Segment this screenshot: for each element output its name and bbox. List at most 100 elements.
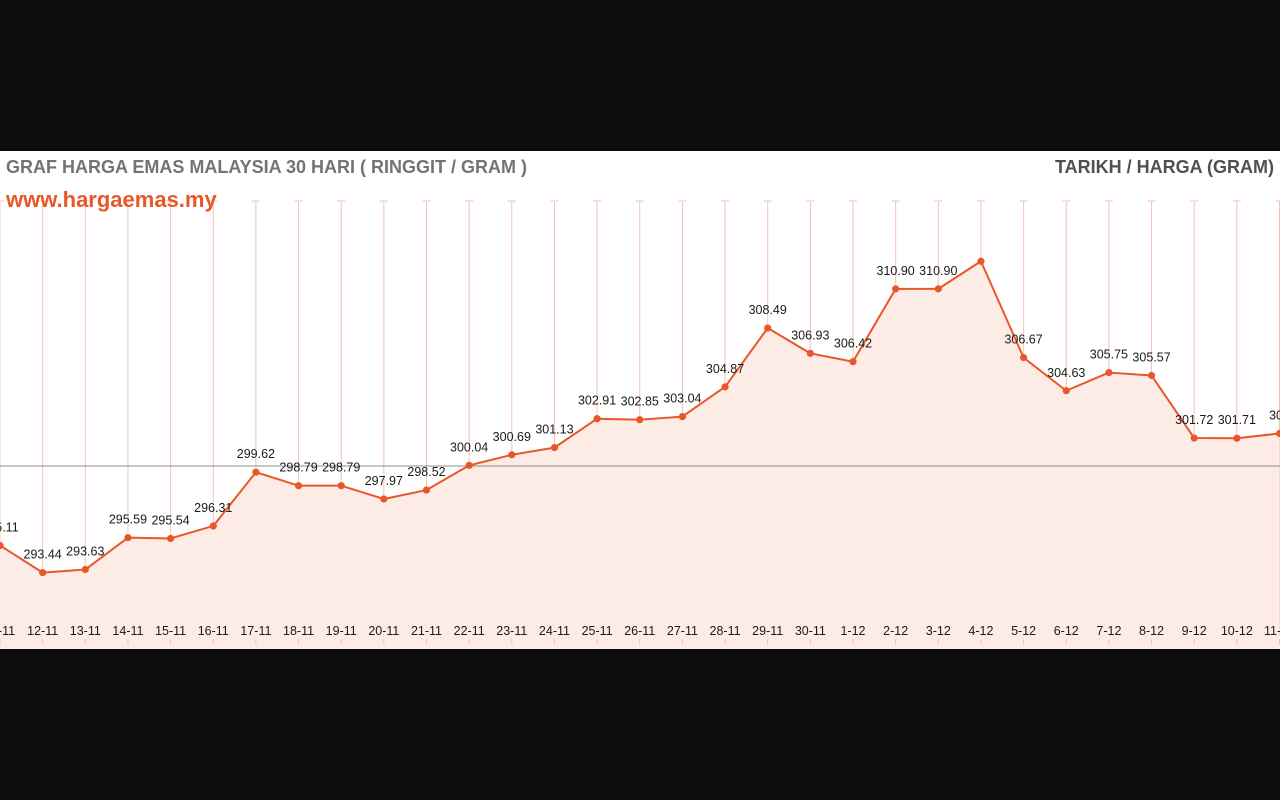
value-label-2-12: 310.90 — [877, 264, 915, 278]
value-label-27-11: 303.04 — [663, 392, 701, 406]
x-tick-12-11: 12-11 — [27, 624, 58, 638]
value-label-10-12: 301.71 — [1218, 413, 1256, 427]
x-tick-1-12: 1-12 — [840, 624, 865, 638]
area-fill — [0, 261, 1280, 649]
value-label-22-11: 300.04 — [450, 440, 488, 454]
value-label-3-12: 310.90 — [919, 264, 957, 278]
value-label-28-11: 304.87 — [706, 362, 744, 376]
x-tick-14-11: 14-11 — [112, 624, 143, 638]
value-label-14-11: 295.59 — [109, 513, 147, 527]
line-chart: 295.11 293.44 293.63 295.59 295.54 296.31 299.… — [0, 200, 1280, 649]
data-point-1-12 — [849, 358, 857, 366]
x-tick-11-11: 11-11 — [0, 624, 15, 638]
x-tick-22-11: 22-11 — [454, 624, 485, 638]
data-point-18-11 — [294, 482, 303, 490]
data-point-21-11 — [422, 486, 431, 494]
data-point-8-12 — [1147, 371, 1156, 380]
x-tick-17-11: 17-11 — [240, 624, 271, 638]
x-tick-13-11: 13-11 — [70, 624, 101, 638]
data-point-19-11 — [337, 482, 345, 490]
website-link[interactable]: www.hargaemas.my — [6, 187, 217, 212]
value-label-6-12: 304.63 — [1047, 366, 1085, 380]
data-point-7-12 — [1105, 368, 1113, 377]
value-label-1-12: 306.42 — [834, 337, 872, 351]
value-label-30-11: 306.93 — [791, 328, 829, 342]
value-label-21-11: 298.52 — [407, 465, 445, 479]
data-point-24-11 — [550, 444, 559, 452]
data-point-9-12 — [1190, 434, 1198, 442]
data-point-22-11 — [465, 461, 473, 469]
x-tick-8-12: 8-12 — [1139, 624, 1164, 638]
x-tick-15-11: 15-11 — [155, 624, 186, 638]
value-label-24-11: 301.13 — [535, 423, 573, 437]
chart-title: GRAF HARGA EMAS MALAYSIA 30 HARI ( RINGG… — [6, 157, 528, 177]
value-label-20-11: 297.97 — [365, 474, 403, 488]
value-label-12-11: 293.44 — [24, 548, 62, 562]
chart-panel: 295.11 293.44 293.63 295.59 295.54 296.31 299.… — [0, 151, 1280, 649]
value-label-18-11: 298.79 — [279, 461, 317, 475]
data-point-10-12 — [1233, 434, 1241, 442]
x-tick-28-11: 28-11 — [710, 624, 741, 638]
data-point-16-11 — [209, 522, 217, 530]
x-tick-11-12: 11-12 — [1264, 624, 1280, 638]
x-tick-5-12: 5-12 — [1011, 624, 1036, 638]
data-point-15-11 — [167, 534, 175, 543]
value-label-26-11: 302.85 — [621, 395, 659, 409]
x-tick-6-12: 6-12 — [1054, 624, 1079, 638]
value-label-15-11: 295.54 — [151, 513, 189, 527]
x-tick-27-11: 27-11 — [667, 624, 698, 638]
data-point-5-12 — [1020, 354, 1028, 362]
x-tick-10-12: 10-12 — [1221, 624, 1253, 638]
x-tick-30-11: 30-11 — [795, 624, 826, 638]
x-tick-23-11: 23-11 — [496, 624, 527, 638]
x-tick-3-12: 3-12 — [926, 624, 951, 638]
x-tick-7-12: 7-12 — [1096, 624, 1121, 638]
value-label-5-12: 306.67 — [1004, 333, 1042, 347]
data-point-20-11 — [380, 495, 388, 503]
data-point-3-12 — [934, 285, 942, 293]
value-label-16-11: 296.31 — [194, 501, 232, 515]
value-label-11-11: 295.11 — [0, 520, 19, 534]
axis-caption: TARIKH / HARGA (GRAM) — [1055, 157, 1274, 177]
x-tick-2-12: 2-12 — [883, 624, 908, 638]
x-tick-21-11: 21-11 — [411, 624, 442, 638]
x-tick-20-11: 20-11 — [368, 624, 399, 638]
data-point-25-11 — [593, 415, 601, 423]
data-point-28-11 — [721, 383, 729, 391]
x-tick-19-11: 19-11 — [326, 624, 357, 638]
data-points-layer — [0, 257, 1280, 577]
x-tick-29-11: 29-11 — [752, 624, 783, 638]
data-point-23-11 — [508, 451, 516, 459]
x-tick-16-11: 16-11 — [198, 624, 229, 638]
data-point-6-12 — [1062, 387, 1070, 395]
data-point-30-11 — [806, 349, 814, 357]
value-label-17-11: 299.62 — [237, 447, 275, 461]
data-point-14-11 — [124, 534, 132, 542]
x-tick-24-11: 24-11 — [539, 624, 570, 638]
x-tick-4-12: 4-12 — [968, 624, 993, 638]
data-point-29-11 — [764, 324, 772, 332]
value-label-11-12: 302 — [1269, 409, 1280, 423]
value-label-23-11: 300.69 — [493, 430, 531, 444]
value-labels-layer: 295.11 293.44 293.63 295.59 295.54 296.31 299.… — [0, 264, 1280, 562]
data-point-27-11 — [678, 413, 687, 421]
value-label-13-11: 293.63 — [66, 545, 104, 559]
x-tick-18-11: 18-11 — [283, 624, 314, 638]
x-tick-25-11: 25-11 — [582, 624, 613, 638]
value-label-9-12: 301.72 — [1175, 413, 1213, 427]
value-label-7-12: 305.75 — [1090, 348, 1128, 362]
data-point-11-12 — [1275, 429, 1280, 438]
data-point-11-11 — [0, 541, 4, 550]
data-point-13-11 — [81, 565, 89, 574]
x-tick-9-12: 9-12 — [1182, 624, 1207, 638]
value-label-25-11: 302.91 — [578, 394, 616, 408]
x-axis-ticks: 11-11 12-11 13-11 14-11 15-11 16-11 17-11 18-11… — [0, 624, 1280, 645]
x-tick-26-11: 26-11 — [624, 624, 655, 638]
value-label-8-12: 305.57 — [1132, 350, 1170, 364]
data-point-26-11 — [636, 416, 644, 424]
value-label-29-11: 308.49 — [749, 303, 787, 317]
data-point-4-12 — [977, 257, 985, 265]
area-fill-layer — [0, 261, 1280, 649]
value-label-19-11: 298.79 — [322, 461, 360, 475]
data-point-2-12 — [892, 285, 900, 293]
